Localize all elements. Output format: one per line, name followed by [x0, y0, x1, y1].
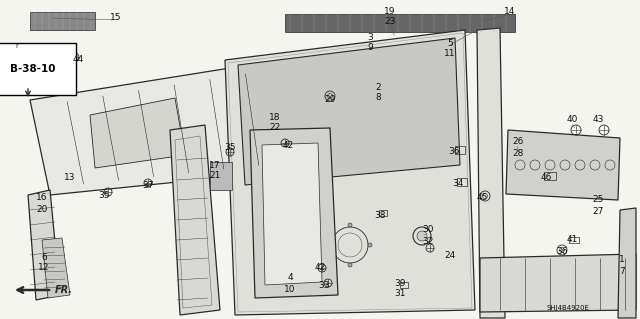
- Text: 28: 28: [512, 149, 524, 158]
- Bar: [569, 237, 579, 243]
- Text: 32: 32: [422, 238, 434, 247]
- Text: 7: 7: [619, 268, 625, 277]
- Text: FR.: FR.: [55, 285, 73, 295]
- Text: 21: 21: [209, 172, 221, 181]
- Text: 33: 33: [318, 280, 330, 290]
- Text: 17: 17: [209, 161, 221, 170]
- Text: 23: 23: [384, 18, 396, 26]
- Polygon shape: [238, 38, 460, 185]
- Polygon shape: [618, 208, 636, 318]
- Text: 14: 14: [504, 8, 516, 17]
- Text: 39: 39: [394, 278, 406, 287]
- Text: 35: 35: [99, 191, 109, 201]
- Polygon shape: [477, 28, 505, 318]
- Text: 26: 26: [512, 137, 524, 146]
- Text: 31: 31: [394, 288, 406, 298]
- Polygon shape: [170, 125, 220, 315]
- Polygon shape: [250, 128, 338, 298]
- Text: r: r: [15, 43, 18, 49]
- Text: 11: 11: [444, 49, 456, 58]
- Text: 8: 8: [375, 93, 381, 102]
- Polygon shape: [480, 254, 636, 312]
- Text: 38: 38: [374, 211, 386, 219]
- Text: 10: 10: [284, 286, 296, 294]
- Text: 42: 42: [314, 263, 326, 272]
- Text: 34: 34: [452, 180, 464, 189]
- Bar: [210, 162, 232, 190]
- Text: 12: 12: [38, 263, 50, 272]
- Bar: [379, 210, 387, 216]
- Text: 36: 36: [448, 147, 460, 157]
- Text: 15: 15: [110, 13, 122, 23]
- Text: 36: 36: [556, 248, 568, 256]
- Text: 18: 18: [269, 114, 281, 122]
- Polygon shape: [90, 98, 185, 168]
- Text: SHJ4B4920E: SHJ4B4920E: [547, 305, 589, 311]
- Text: 35: 35: [224, 144, 236, 152]
- Text: 40: 40: [566, 115, 578, 124]
- Text: 3: 3: [367, 33, 373, 42]
- Circle shape: [328, 243, 332, 247]
- Polygon shape: [30, 60, 295, 195]
- Polygon shape: [506, 130, 620, 200]
- Text: 27: 27: [592, 206, 604, 216]
- Text: 46: 46: [540, 174, 552, 182]
- Text: 41: 41: [566, 235, 578, 244]
- Polygon shape: [262, 143, 322, 285]
- Circle shape: [348, 263, 352, 267]
- Circle shape: [348, 223, 352, 227]
- Polygon shape: [28, 190, 60, 300]
- Text: 4: 4: [287, 273, 293, 283]
- Text: 29: 29: [324, 95, 336, 105]
- Text: 24: 24: [444, 250, 456, 259]
- Text: 5: 5: [447, 40, 453, 48]
- Text: 1: 1: [619, 256, 625, 264]
- Bar: [400, 282, 408, 288]
- Text: 13: 13: [64, 174, 76, 182]
- Text: 30: 30: [422, 226, 434, 234]
- Text: 37: 37: [142, 182, 154, 190]
- Text: 2: 2: [375, 84, 381, 93]
- Text: 22: 22: [269, 123, 280, 132]
- Bar: [544, 172, 556, 180]
- Bar: [30, 12, 95, 30]
- Bar: [457, 178, 467, 186]
- Text: B-38-10: B-38-10: [10, 64, 56, 74]
- Polygon shape: [42, 238, 70, 298]
- Bar: [455, 146, 465, 154]
- Circle shape: [417, 231, 427, 241]
- Text: 45: 45: [476, 194, 488, 203]
- Bar: [285, 14, 515, 32]
- Text: 43: 43: [592, 115, 604, 124]
- Text: 19: 19: [384, 8, 396, 17]
- Text: 25: 25: [592, 196, 604, 204]
- Text: 6: 6: [41, 254, 47, 263]
- Text: 20: 20: [36, 204, 48, 213]
- Text: 44: 44: [72, 56, 84, 64]
- Text: 42: 42: [282, 140, 294, 150]
- Text: 9: 9: [367, 43, 373, 53]
- Circle shape: [368, 243, 372, 247]
- Polygon shape: [225, 30, 475, 315]
- Text: 16: 16: [36, 194, 48, 203]
